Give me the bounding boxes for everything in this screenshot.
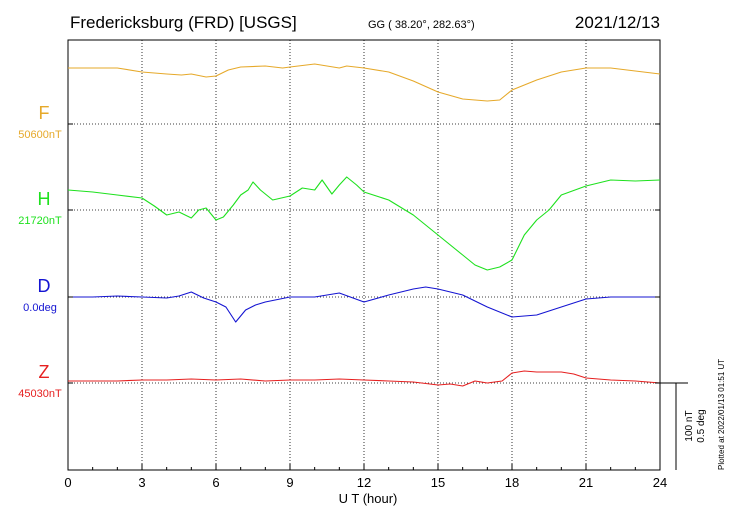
series-line-D	[68, 286, 660, 323]
station-title: Fredericksburg (FRD) [USGS]	[70, 13, 297, 32]
scale-bar-deg-label: 0.5 deg	[696, 409, 707, 442]
x-tick-label: 6	[212, 475, 219, 490]
date-label: 2021/12/13	[575, 13, 660, 32]
x-axis: 0 3 6 9 12 15 18 21 24	[64, 39, 667, 490]
x-tick-label: 15	[431, 475, 445, 490]
x-tick-label: 21	[579, 475, 593, 490]
series-line-F	[68, 63, 661, 102]
baseline-value-D: 0.0deg	[23, 302, 57, 314]
component-letter-F: F	[39, 103, 50, 123]
scale-bar: 100 nT 0.5 deg	[660, 382, 707, 470]
plot-frame	[67, 39, 661, 471]
series-line-Z	[68, 370, 661, 387]
grid-lines	[68, 40, 660, 470]
x-tick-label: 3	[138, 475, 145, 490]
component-letter-D: D	[38, 276, 51, 296]
x-axis-label: U T (hour)	[339, 491, 398, 506]
x-tick-label: 18	[505, 475, 519, 490]
series-line-H	[67, 176, 661, 271]
component-labels: F 50600nT H 21720nT D 0.0deg Z 45030nT	[18, 103, 62, 400]
series-group	[67, 63, 661, 387]
baseline-value-Z: 45030nT	[18, 388, 62, 400]
scale-bar-nt-label: 100 nT	[684, 410, 695, 441]
plotted-timestamp: Plotted at 2022/01/13 01:51 UT	[717, 359, 726, 470]
coordinates-label: GG ( 38.20°, 282.63°)	[368, 19, 475, 31]
baseline-value-F: 50600nT	[18, 129, 62, 141]
x-tick-label: 0	[64, 475, 71, 490]
x-tick-label: 12	[357, 475, 371, 490]
component-letter-Z: Z	[39, 362, 50, 382]
x-tick-label: 9	[286, 475, 293, 490]
x-tick-label: 24	[653, 475, 667, 490]
component-letter-H: H	[38, 189, 51, 209]
baseline-value-H: 21720nT	[18, 215, 62, 227]
